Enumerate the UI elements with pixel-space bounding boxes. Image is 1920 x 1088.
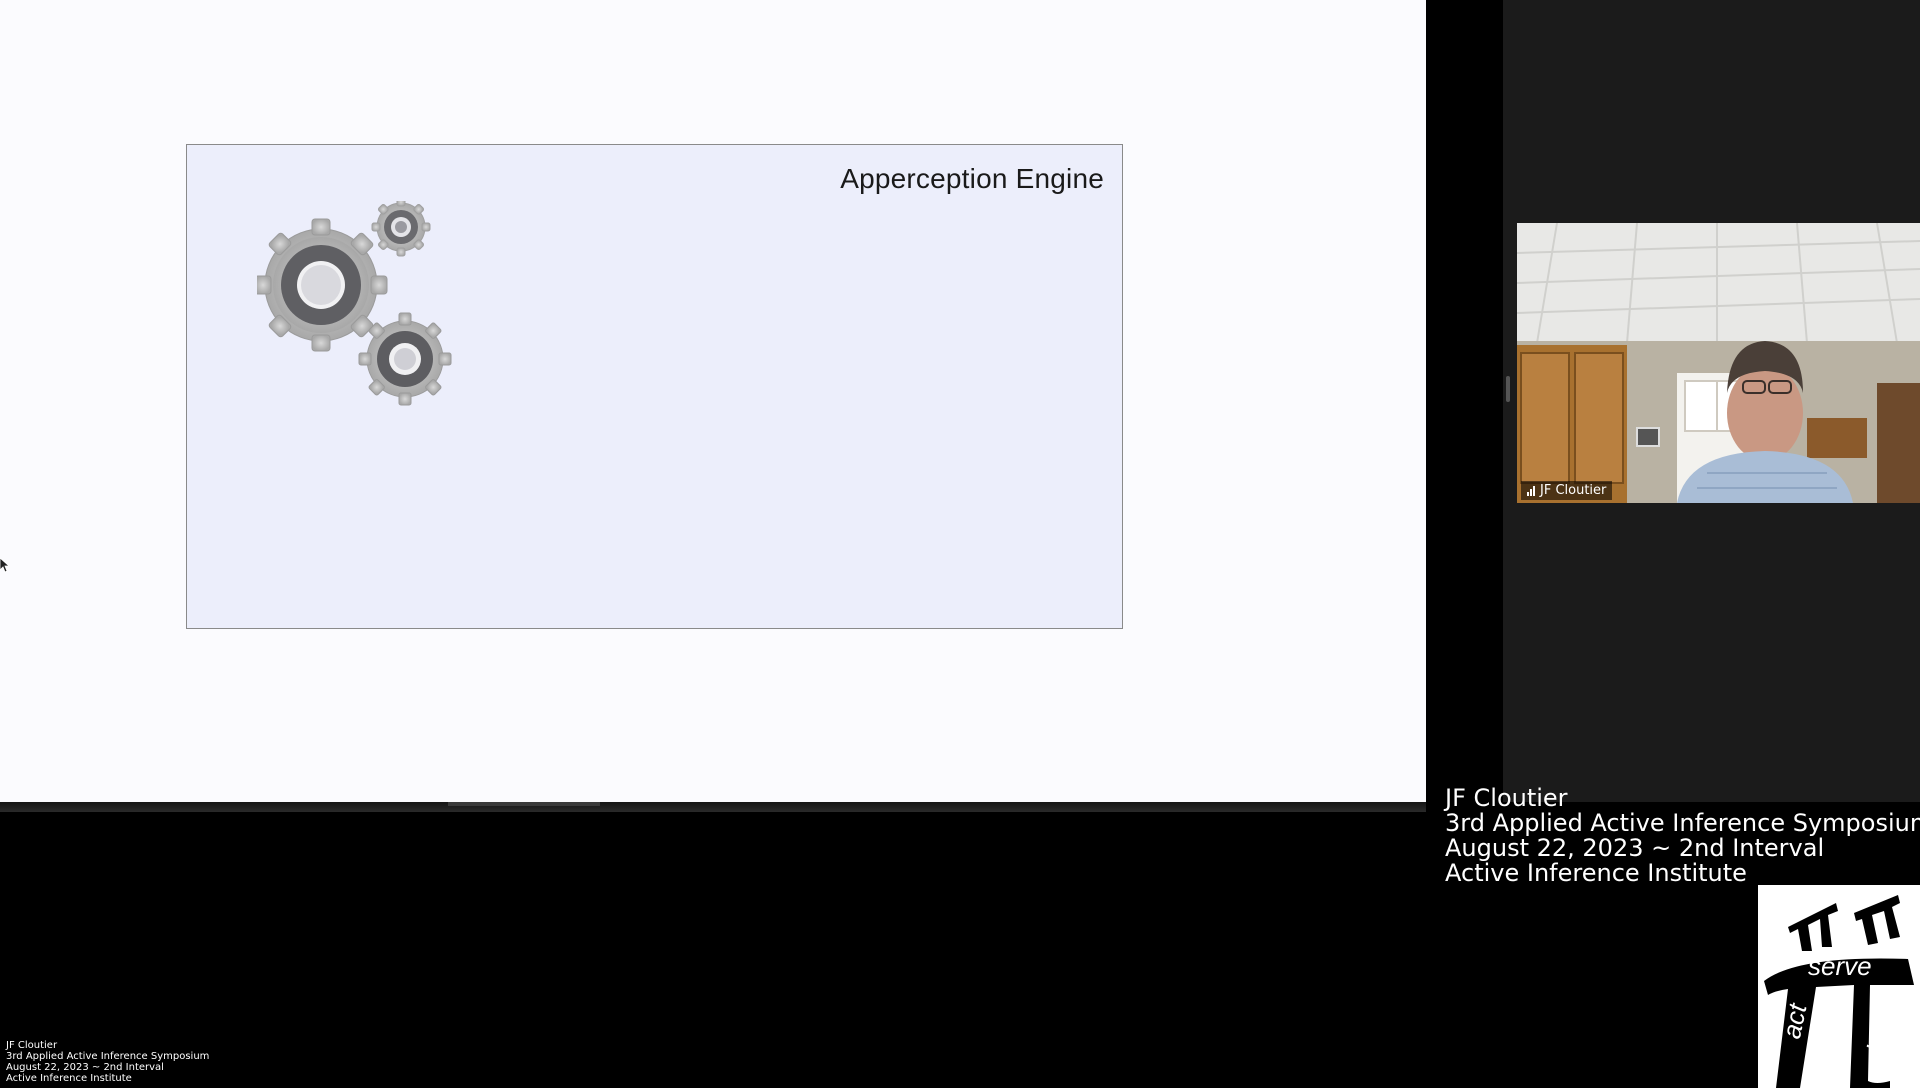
logo-word-serve: serve <box>1808 951 1872 981</box>
slide-title: Apperception Engine <box>840 163 1104 194</box>
caption-small-date: August 22, 2023 ~ 2nd Interval <box>6 1062 164 1073</box>
participant-name-label: JF Cloutier <box>1540 483 1607 498</box>
caption-small-event: 3rd Applied Active Inference Symposium <box>6 1051 210 1062</box>
screen-share-area: Apperception Engine <box>0 0 1426 802</box>
scrollbar-thumb[interactable] <box>448 802 600 806</box>
active-inference-logo: serve act infer <box>1758 885 1920 1088</box>
participant-video-tile[interactable]: JF Cloutier <box>1517 223 1920 503</box>
caption-speaker: JF Cloutier <box>1445 784 1568 812</box>
webcam-video-image <box>1517 223 1920 503</box>
symposium-caption-small: JF Cloutier 3rd Applied Active Inference… <box>6 1040 209 1084</box>
panel-gutter <box>1426 0 1503 802</box>
signal-strength-icon <box>1527 485 1535 496</box>
symposium-caption: JF Cloutier 3rd Applied Active Inference… <box>1445 786 1920 886</box>
presentation-slide: Apperception Engine <box>0 0 1426 802</box>
caption-small-organization: Active Inference Institute <box>6 1073 132 1084</box>
mouse-cursor-icon <box>0 558 10 573</box>
caption-organization: Active Inference Institute <box>1445 859 1747 887</box>
participant-name-badge: JF Cloutier <box>1521 481 1613 500</box>
caption-small-speaker: JF Cloutier <box>6 1040 58 1051</box>
share-bottom-bar <box>0 802 1426 812</box>
slide-content-box: Apperception Engine <box>186 144 1123 629</box>
caption-event: 3rd Applied Active Inference Symposium <box>1445 809 1920 837</box>
panel-resize-handle[interactable] <box>1506 376 1510 402</box>
caption-date: August 22, 2023 ~ 2nd Interval <box>1445 834 1825 862</box>
pi-logo-icon <box>1764 895 1914 1088</box>
gears-icon <box>257 201 452 406</box>
